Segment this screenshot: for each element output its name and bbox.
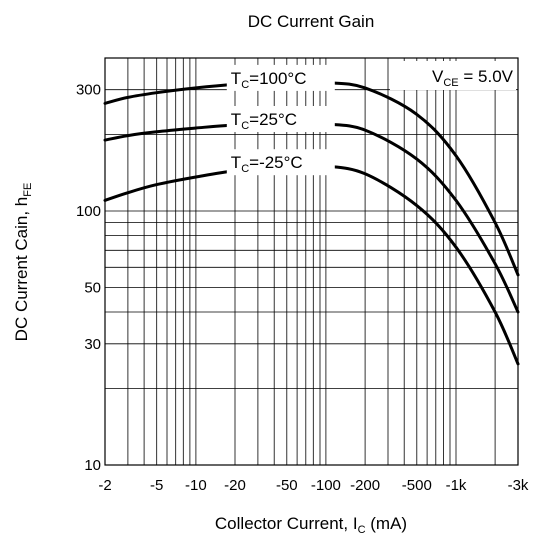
x-tick-label: -100: [311, 477, 341, 494]
plot-frame: [104, 57, 519, 466]
x-tick-label: -200: [350, 477, 380, 494]
y-axis-label: DC Current Cain, hFE: [12, 183, 34, 342]
series-label-bg-2: [226, 149, 335, 176]
x-tick-label: -1k: [446, 477, 467, 494]
x-axis-label: Collector Current, IC (mA): [215, 514, 407, 536]
x-tick-label: -50: [276, 477, 298, 494]
x-tick-label: -10: [185, 477, 207, 494]
vce-annotation: VCE = 5.0V: [390, 61, 516, 90]
series-label-1: TC=25°C: [231, 110, 297, 132]
x-tick-label: -2: [98, 477, 111, 494]
y-tick-label: 300: [76, 82, 101, 99]
series-label-bg-1: [226, 106, 335, 132]
chart-title: DC Current Gain: [248, 12, 375, 31]
y-tick-label: 30: [84, 336, 101, 353]
x-tick-label: -5: [150, 477, 163, 494]
x-tick-label: -3k: [508, 477, 529, 494]
curves: TC=100°C TC=25°C TC=-25°C: [103, 64, 520, 366]
tick-labels: -2 -5 -10 -20 -50 -100 -200 -500 -1k -3k 10 30 50 100…: [76, 82, 529, 494]
series-label-bg-0: [226, 64, 335, 91]
y-tick-label: 50: [84, 279, 101, 296]
x-tick-label: -20: [224, 477, 246, 494]
svg-text:VCE = 5.0V: VCE = 5.0V: [432, 67, 514, 89]
series-label-2: TC=-25°C: [231, 153, 303, 175]
y-tick-label: 10: [84, 457, 101, 474]
y-tick-label: 100: [76, 203, 101, 220]
series-label-0: TC=100°C: [231, 69, 307, 91]
x-tick-label: -500: [402, 477, 432, 494]
